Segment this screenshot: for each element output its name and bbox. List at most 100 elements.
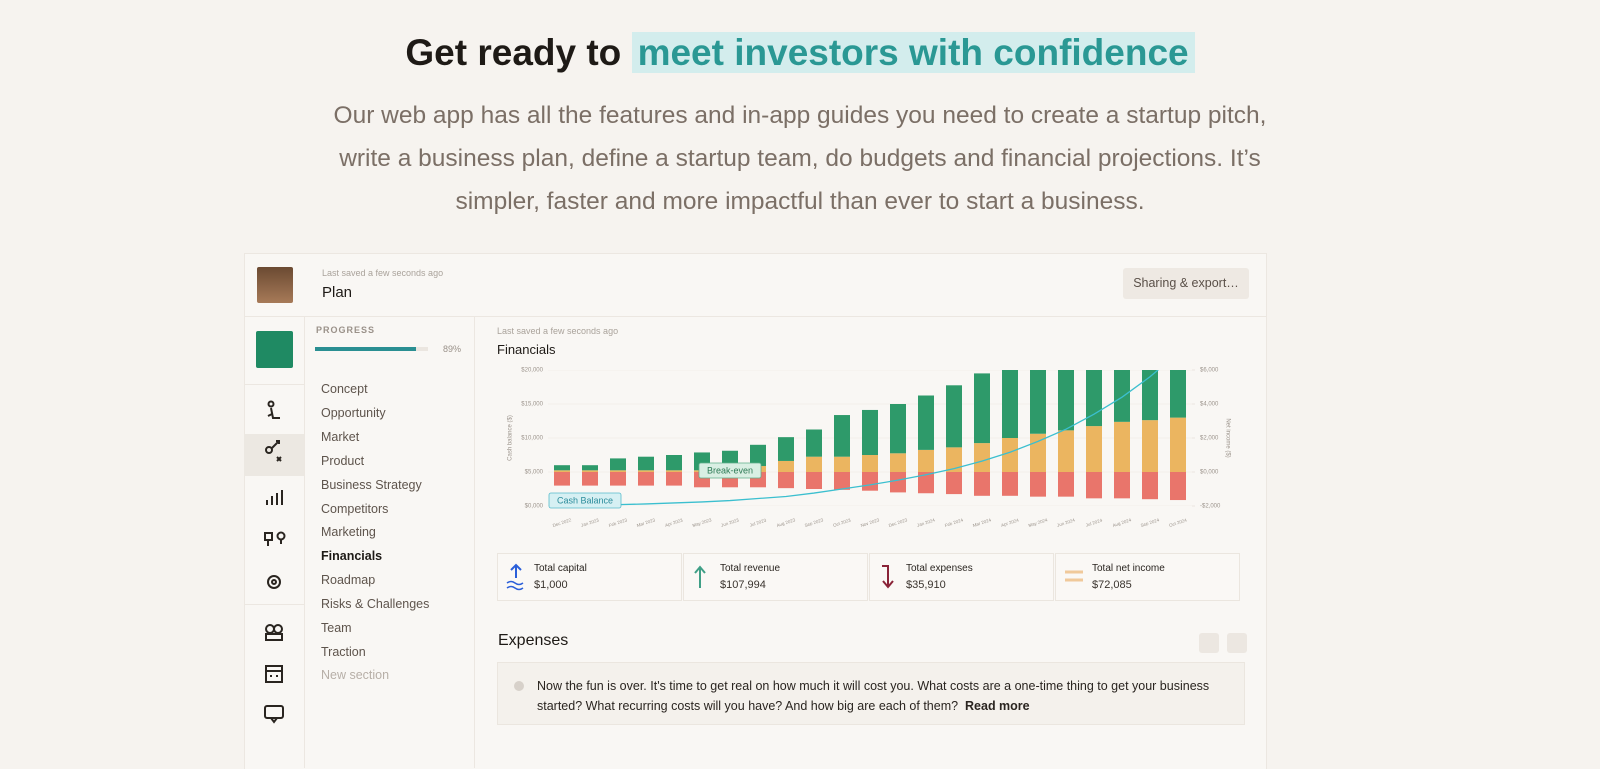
bar-segment [918,449,934,472]
bar-segment [1114,472,1130,499]
info-icon [514,681,524,691]
bar-segment [666,455,682,471]
progress-value: 89% [443,344,462,354]
bar-segment [1030,472,1046,497]
y2-tick-label: $6,000 [1200,368,1219,374]
x-tick-label: Sep 2023 [804,517,824,528]
bar-segment [750,444,766,467]
bar-segment [806,429,822,457]
section-title: Expenses [498,632,569,649]
icon-concept[interactable] [267,400,280,419]
progress-label: PROGRESS [316,325,376,335]
annotation: Break-even [707,465,753,475]
bar-segment [890,404,906,454]
icon-calendar[interactable] [265,665,283,683]
nav-item[interactable]: Team [321,621,352,635]
bar-segment [778,460,794,472]
x-tick-label: Jan 2024 [916,517,936,528]
nav-item[interactable]: Product [321,453,365,468]
bar-segment [666,470,682,472]
read-more-link[interactable]: Read more [965,699,1030,713]
share-button[interactable]: Sharing & export… [1123,268,1249,299]
stat-card: Total expenses $35,910 [869,553,1054,601]
bar-segment [834,472,850,490]
nav-item[interactable]: Business Strategy [321,477,422,492]
x-tick-label: Jul 2023 [749,518,767,528]
bar-segment [946,447,962,472]
bar-segment [1114,421,1130,472]
bar-segment [890,472,906,493]
x-tick-label: May 2023 [692,517,713,528]
bar-segment [554,472,570,486]
bar-segment [1002,370,1018,438]
x-tick-label: Apr 2023 [664,517,683,528]
nav-item[interactable]: Traction [321,644,366,659]
y-tick-label: $5,000 [525,470,544,476]
nav-item[interactable]: Opportunity [321,405,386,420]
stat-value: $72,085 [1092,579,1132,591]
stat-label: Total revenue [720,563,781,574]
nav-item[interactable]: New section [321,667,390,682]
icon-charts[interactable] [266,490,283,505]
bar-segment [1086,472,1102,499]
bar-segment [610,472,626,486]
bar-segment [778,437,794,461]
plot-area [548,370,1192,506]
icon-settings[interactable] [267,575,281,589]
bar-segment [1086,426,1102,472]
progress-track [315,347,428,351]
stat-card: Total net income $72,085 [1055,553,1240,601]
chart: $0,000 $5,000 $10,000 $15,000 $20,000 -$2,000… [508,368,1231,529]
bar-segment [582,470,598,472]
icon-expenses [882,565,894,589]
nav-item[interactable]: Risks & Challenges [321,597,430,612]
nav-item[interactable]: Roadmap [321,573,376,588]
icon-strategy[interactable] [265,440,282,462]
nav-item[interactable]: Concept [321,382,368,396]
nav-item[interactable]: Competitors [321,501,389,516]
x-tick-label: Mar 2023 [636,517,656,528]
logo[interactable] [256,331,293,368]
icon-net-income [1065,570,1083,582]
annotation-box [548,492,622,509]
bar-segment [1058,472,1074,497]
divider [244,384,304,385]
stat-label: Total expenses [906,563,973,574]
hero-title: Get ready to meet investors with confide… [0,32,1600,74]
bar-segment [834,415,850,457]
y-tick-label: $15,000 [521,402,543,408]
saved-note: Last saved a few seconds ago [497,326,619,336]
bar-segment [554,465,570,471]
progress-fill [315,347,416,351]
x-tick-label: Dec 2023 [888,517,908,528]
bar-segment [918,472,934,494]
info-box [497,662,1245,725]
icon-chat[interactable] [264,705,284,724]
stat-card: Total capital $1,000 [497,553,682,601]
icon-team[interactable] [265,624,283,641]
y2-axis-title: Net income ($) [1224,418,1230,457]
bar-segment [1142,472,1158,500]
nav-item[interactable]: Market [321,429,360,444]
bar-segment [582,472,598,486]
info-body: Now the fun is over. It's time to get re… [537,679,1210,713]
reorder-button[interactable] [1199,633,1219,653]
subtitle-line: write a business plan, define a startup … [339,145,1261,172]
bar-segment [1058,430,1074,472]
stat-label: Total capital [534,563,587,574]
nav-item[interactable]: Marketing [321,525,376,540]
y2-tick-label: $0,000 [1200,470,1219,476]
y-tick-label: $0,000 [525,504,544,510]
bar-segment [1170,417,1186,472]
bar-segment [666,472,682,486]
bar-segment [1142,370,1158,421]
bar-segment [638,456,654,471]
avatar[interactable] [257,267,293,303]
saved-note: Last saved a few seconds ago [322,268,444,278]
nav-item[interactable]: Financials [321,549,383,564]
stat-value: $35,910 [906,579,946,591]
y2-tick-label: $2,000 [1200,436,1219,442]
icon-flow[interactable] [264,531,286,547]
icon-bar [264,400,286,724]
delete-button[interactable] [1227,633,1247,653]
